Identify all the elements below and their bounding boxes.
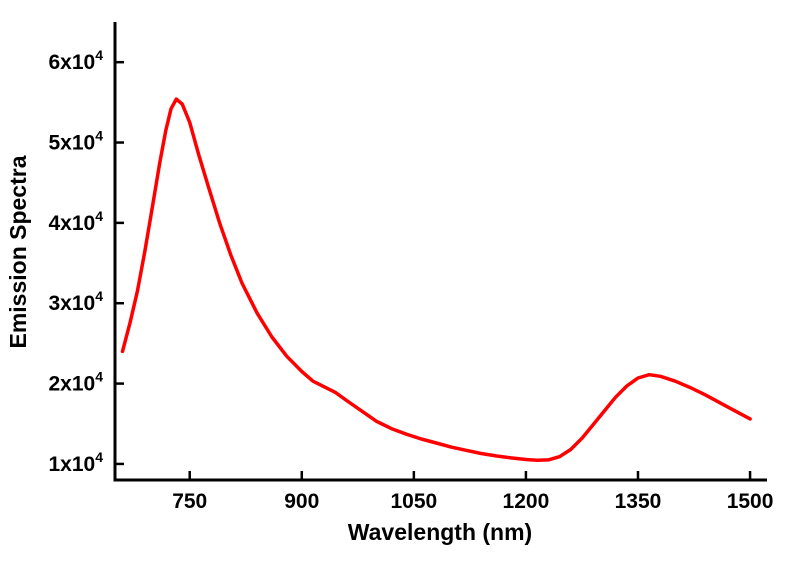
y-tick-label: 3x104 xyxy=(48,288,103,315)
y-tick-label: 2x104 xyxy=(48,369,103,396)
x-tick-label: 900 xyxy=(284,490,319,513)
y-axis-title: Emission Spectra xyxy=(5,155,31,348)
axes xyxy=(113,22,767,482)
x-axis-ticks: 750 900 1050 1200 1350 1500 xyxy=(172,471,773,513)
y-tick-label: 6x104 xyxy=(48,47,103,74)
x-tick-label: 750 xyxy=(172,490,207,513)
y-tick-label: 4x104 xyxy=(48,208,103,235)
y-tick-label: 1x104 xyxy=(48,449,103,476)
x-tick-label: 1350 xyxy=(615,490,662,513)
y-tick-label: 5x104 xyxy=(48,128,103,155)
x-tick-label: 1200 xyxy=(503,490,550,513)
x-tick-label: 1050 xyxy=(390,490,437,513)
x-tick-label: 1500 xyxy=(727,490,774,513)
x-axis-title: Wavelength (nm) xyxy=(348,519,532,545)
y-axis-ticks: 1x104 2x104 3x104 4x104 5x104 6x104 xyxy=(48,47,124,476)
emission-spectrum-line xyxy=(120,97,752,463)
